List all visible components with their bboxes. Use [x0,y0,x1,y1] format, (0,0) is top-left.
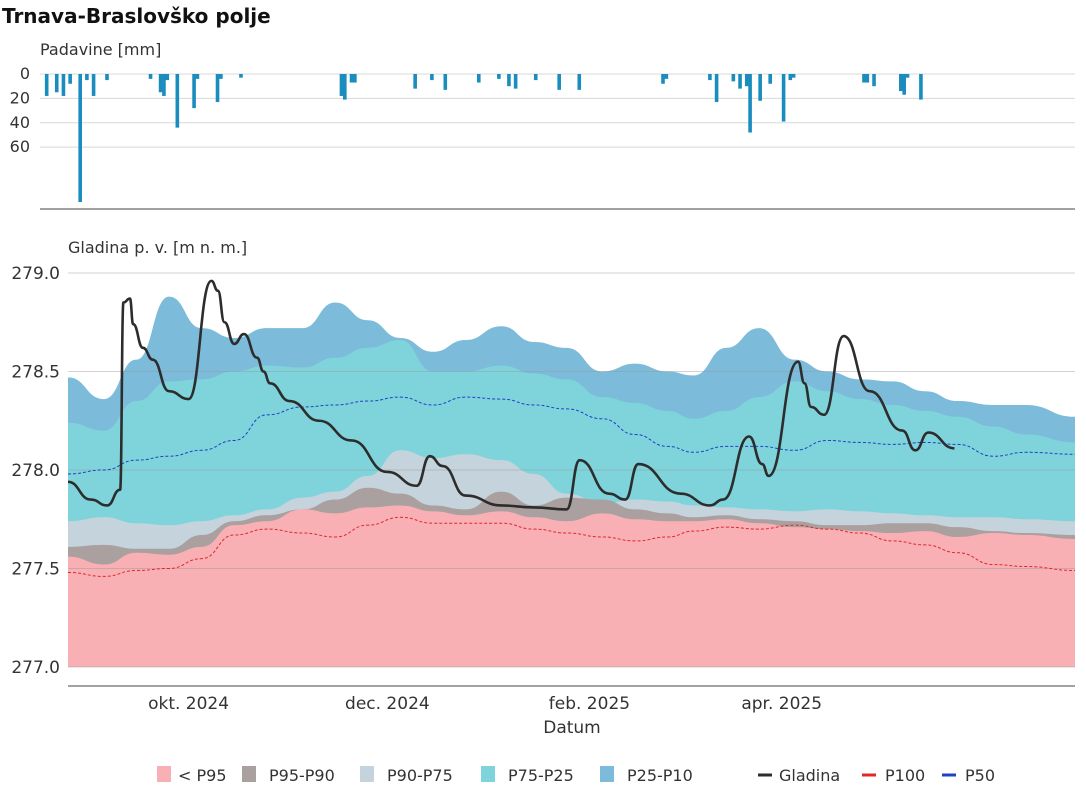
p50-line [67,396,1076,475]
precip-bar [192,74,196,109]
chart-title: Trnava-Braslovško polje [2,4,271,28]
precip-bar [339,74,344,96]
precip-bar [664,74,669,79]
precip-bar [85,74,89,81]
precip-bar [148,74,153,79]
precip-y-ticks: 0 20 40 60 [10,64,30,156]
level-y-tick-label: 278.5 [11,363,60,383]
precip-bar [902,74,906,95]
precip-bar [476,74,481,83]
precip-panel: Padavine [mm] 0 20 40 60 [10,40,1075,210]
precip-bar [577,74,582,90]
precip-y-tick-label: 40 [10,113,30,132]
precip-bar [215,74,220,103]
precip-bar [758,74,762,101]
precip-bar [91,74,96,96]
precip-bars [44,74,923,202]
legend-label-p100: P100 [885,766,925,785]
level-y-ticks: 279.0 278.5 278.0 277.5 277.0 [11,264,60,678]
precip-bar [61,74,66,96]
level-x-tick-label: apr. 2025 [741,694,822,714]
legend-swatch-p90-75 [360,766,374,782]
legend-label-p75-25: P75-P25 [508,766,574,785]
level-x-tick-label: dec. 2024 [345,694,430,714]
precip-ylabel: Padavine [mm] [40,40,161,59]
legend-label-p95: < P95 [178,766,227,785]
precip-bar [744,74,749,87]
precip-bar [533,74,538,81]
precip-bar [165,74,170,81]
precip-bar [899,74,903,92]
level-x-tick-label: okt. 2024 [148,694,229,714]
precip-bar [865,74,870,83]
precip-bar [661,74,665,84]
precip-bar [738,74,742,89]
precip-bar [78,74,82,202]
precip-bar [195,74,200,79]
precip-bar [175,74,180,128]
precip-bar [158,74,163,93]
precip-bar [748,74,752,133]
precip-bar [714,74,719,103]
precip-y-tick-label: 0 [20,64,30,83]
band-p95 [68,505,1075,667]
level-x-ticks: okt. 2024 dec. 2024 feb. 2025 apr. 2025 [148,694,822,714]
legend-label-p95-90: P95-P90 [269,766,335,785]
precip-bar [44,74,49,96]
precip-bar [872,74,876,87]
precip-bar [905,74,910,78]
precip-bar [443,74,448,90]
legend-label-p50: P50 [965,766,995,785]
precip-bar [862,74,866,83]
level-panel: Gladina p. v. [m n. m.] 279.0278.5278.02… [11,238,1076,738]
level-y-tick-label: 277.5 [11,560,60,580]
legend-label-p90-75: P90-P75 [387,766,453,785]
level-lines [67,279,1076,577]
level-y-tick-label: 278.0 [11,461,60,481]
legend-swatch-p95-90 [242,766,256,782]
precip-bar [430,74,434,81]
legend-swatch-p25-10 [600,766,614,782]
precip-bar [513,74,518,89]
precip-bar [105,74,109,81]
level-x-tick-label: feb. 2025 [549,694,630,714]
precip-bar [162,74,166,96]
level-ylabel: Gladina p. v. [m n. m.] [68,238,247,257]
level-y-tick-label: 277.0 [11,658,60,678]
precip-y-tick-label: 60 [10,137,30,156]
precip-bar [68,74,72,84]
precip-y-tick-label: 20 [10,88,30,107]
level-y-tick-label: 279.0 [11,264,60,284]
precip-bar [343,74,347,100]
legend-label-p25-10: P25-P10 [627,766,693,785]
legend-swatch-p75-25 [481,766,495,782]
precip-bar [497,74,501,79]
precip-bar [507,74,511,87]
legend-label-gladina: Gladina [779,766,840,785]
precip-bar [54,74,59,93]
precip-bar [557,74,561,90]
percentile-bands [68,296,1075,667]
precip-bar [353,74,357,83]
precip-bar [731,74,736,82]
level-xlabel: Datum [543,718,601,738]
precip-bar [413,74,417,89]
level-gridlines [68,272,1075,668]
precip-bar [788,74,793,81]
gladina-line [67,279,955,511]
precip-bar [781,74,786,122]
precip-bar [791,74,796,78]
precip-bar [708,74,712,81]
precip-bar [239,74,243,78]
precip-bar [768,74,772,84]
legend: < P95 P95-P90 P90-P75 P75-P25 P25-P10 Gl… [157,766,995,785]
precip-bar [219,74,223,79]
legend-swatch-p95 [157,766,171,782]
precip-bar [919,74,923,100]
precip-bar [349,74,354,83]
